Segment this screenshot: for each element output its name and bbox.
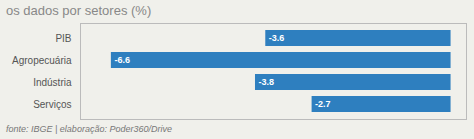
svg-text:-2.7: -2.7 [315, 99, 331, 109]
html-text:fonte: IBGE | elaboração: Pode: fonte: IBGE | elaboração: Poder360/Drive [6, 124, 172, 134]
svg-text:Agropecuária: Agropecuária [12, 55, 72, 66]
html-text:os dados por setores (%): os dados por setores (%) [6, 3, 152, 18]
svg-text:PIB: PIB [55, 33, 71, 44]
svg-text:Serviços: Serviços [33, 99, 71, 110]
svg-text:-6.6: -6.6 [114, 55, 130, 65]
svg-text:-3.8: -3.8 [258, 77, 274, 87]
svg-text:-3.6: -3.6 [269, 33, 285, 43]
svg-text:Indústria: Indústria [33, 77, 72, 88]
